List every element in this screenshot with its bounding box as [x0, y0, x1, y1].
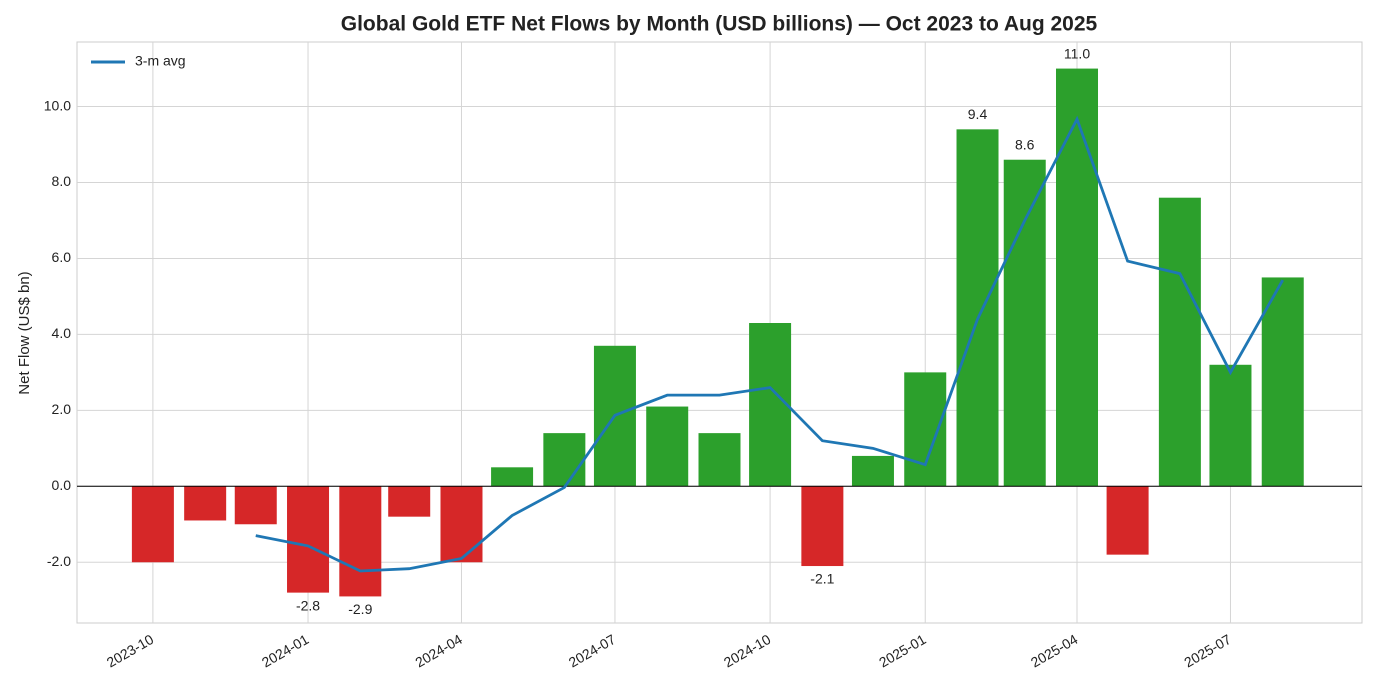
- value-label: 9.4: [968, 106, 988, 122]
- bar: [440, 486, 483, 563]
- bar: [749, 323, 792, 487]
- bar: [339, 486, 382, 597]
- x-tick-label: 2024-07: [566, 631, 619, 671]
- bar: [234, 486, 277, 525]
- bar: [131, 486, 174, 563]
- bar: [1158, 197, 1201, 487]
- value-label: -2.1: [810, 571, 834, 587]
- x-tick-label: 2024-01: [259, 631, 312, 671]
- legend-label: 3-m avg: [135, 53, 186, 69]
- x-tick-label: 2025-04: [1028, 631, 1081, 671]
- y-axis-label: Net Flow (US$ bn): [16, 271, 33, 394]
- bar: [543, 433, 586, 487]
- bar: [184, 486, 227, 521]
- bar: [646, 406, 689, 487]
- chart-title: Global Gold ETF Net Flows by Month (USD …: [341, 13, 1098, 36]
- y-tick-label: 0.0: [52, 477, 72, 493]
- bar: [956, 129, 999, 487]
- x-tick-label: 2025-07: [1181, 631, 1234, 671]
- bar: [801, 486, 844, 567]
- bar: [1056, 68, 1099, 487]
- avg-line: [255, 115, 1284, 573]
- bar: [388, 486, 431, 517]
- bar: [1003, 159, 1046, 487]
- bar: [698, 433, 741, 487]
- y-tick-label: 8.0: [52, 173, 72, 189]
- bar: [904, 372, 947, 487]
- y-tick-label: 6.0: [52, 249, 72, 265]
- y-tick-label: 4.0: [52, 325, 72, 341]
- bar: [1106, 486, 1149, 555]
- value-label: -2.8: [296, 597, 320, 613]
- x-tick-label: 2024-10: [721, 631, 774, 671]
- x-tick-label: 2024-04: [412, 631, 465, 671]
- value-label: -2.9: [348, 601, 372, 617]
- bar: [851, 455, 894, 487]
- bar: [1209, 364, 1252, 487]
- bar: [287, 486, 330, 593]
- y-tick-label: -2.0: [47, 553, 71, 569]
- value-label: 11.0: [1064, 45, 1090, 61]
- x-tick-label: 2023-10: [104, 631, 157, 671]
- x-tick-label: 2025-01: [876, 631, 929, 671]
- value-label: 8.6: [1015, 136, 1035, 152]
- y-tick-label: 10.0: [44, 97, 71, 113]
- bar: [1261, 277, 1304, 487]
- y-tick-label: 2.0: [52, 401, 72, 417]
- bar: [491, 467, 534, 487]
